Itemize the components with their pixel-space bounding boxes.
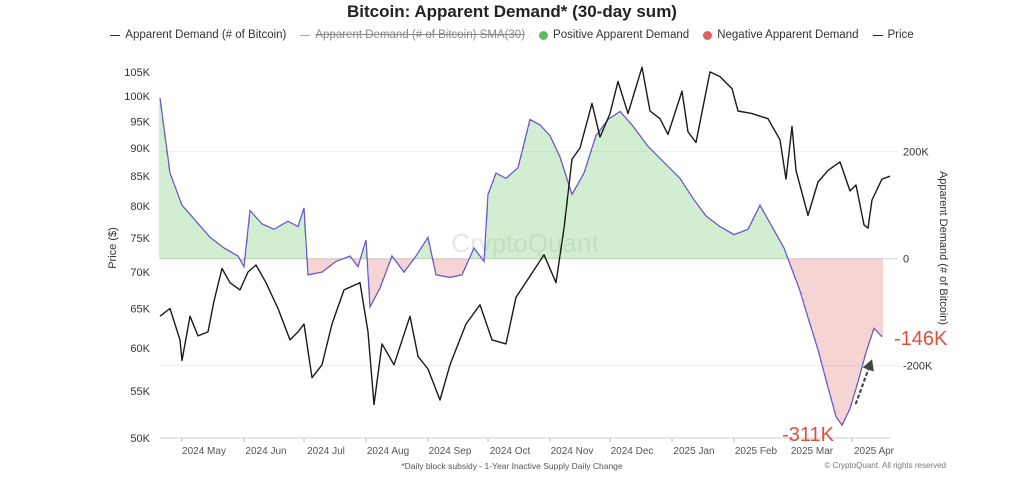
price-line <box>159 66 891 406</box>
price-tick-label: 95K <box>130 116 150 128</box>
price-tick-label: 100K <box>124 91 150 103</box>
x-tick-label: 2024 Sep <box>429 446 472 457</box>
legend-item[interactable]: Apparent Demand (# of Bitcoin) <box>110 29 286 41</box>
x-tick-label: 2024 Nov <box>551 446 594 457</box>
x-tick-label: 2024 Jul <box>307 446 345 457</box>
x-tick-label: 2024 Oct <box>490 446 531 457</box>
left-axis-title: Price ($) <box>107 227 119 269</box>
x-tick-label: 2024 Dec <box>611 446 654 457</box>
price-tick-label: 85K <box>130 171 150 183</box>
legend-item[interactable]: Negative Apparent Demand <box>703 29 859 41</box>
legend-dot-icon <box>703 30 713 40</box>
demand-tick-label: -200K <box>903 361 933 373</box>
trend-arrow-line <box>854 363 872 405</box>
chart-legend: Apparent Demand (# of Bitcoin) Apparent D… <box>0 29 1024 41</box>
legend-line-icon <box>110 34 121 36</box>
x-tick-label: 2024 Jun <box>245 446 286 457</box>
price-tick-label: 105K <box>124 67 150 79</box>
annotation-label: -311K <box>782 424 835 446</box>
chart-title: Bitcoin: Apparent Demand* (30-day sum) <box>347 2 677 21</box>
right-axis-title: Apparent Demand (# of Bitcoin) <box>937 171 949 325</box>
chart-footnote: *Daily block subsidy - 1-Year Inactive S… <box>401 461 623 471</box>
legend-item[interactable]: Apparent Demand (# of Bitcoin) SMA(30) <box>300 29 525 41</box>
legend-label: Price <box>887 29 914 41</box>
demand-line <box>159 98 883 427</box>
annotation-label: -146K <box>894 328 948 350</box>
price-tick-label: 50K <box>130 433 150 445</box>
chart-credit: © CryptoQuant. All rights reserved <box>824 461 947 470</box>
price-tick-label: 65K <box>130 304 150 316</box>
demand-tick-label: 200K <box>903 147 929 159</box>
legend-item[interactable]: Positive Apparent Demand <box>539 29 689 41</box>
legend-line-icon <box>300 34 311 36</box>
legend-label: Positive Apparent Demand <box>553 29 690 41</box>
legend-label: Apparent Demand (# of Bitcoin) <box>125 29 287 41</box>
legend-label: Negative Apparent Demand <box>717 29 859 41</box>
x-tick-label: 2025 Apr <box>854 446 895 457</box>
x-tick-label: 2024 May <box>182 446 226 457</box>
price-tick-label: 55K <box>130 386 150 398</box>
price-tick-label: 70K <box>130 267 150 279</box>
legend-item[interactable]: Price <box>872 29 914 41</box>
price-tick-label: 90K <box>130 143 150 155</box>
demand-tick-label: 0 <box>903 254 909 266</box>
price-tick-label: 60K <box>130 343 150 355</box>
legend-dot-icon <box>539 30 549 40</box>
price-tick-label: 80K <box>130 201 150 213</box>
x-tick-label: 2024 Aug <box>367 446 409 457</box>
x-tick-label: 2025 Jan <box>673 446 714 457</box>
x-tick-label: 2025 Feb <box>735 446 778 457</box>
legend-line-icon <box>872 34 883 36</box>
x-tick-label: 2025 Mar <box>791 446 834 457</box>
watermark: CryptoQuant <box>451 228 599 258</box>
price-tick-label: 75K <box>130 233 150 245</box>
legend-label: Apparent Demand (# of Bitcoin) SMA(30) <box>315 29 526 41</box>
trend-arrow-head-icon <box>862 359 874 372</box>
